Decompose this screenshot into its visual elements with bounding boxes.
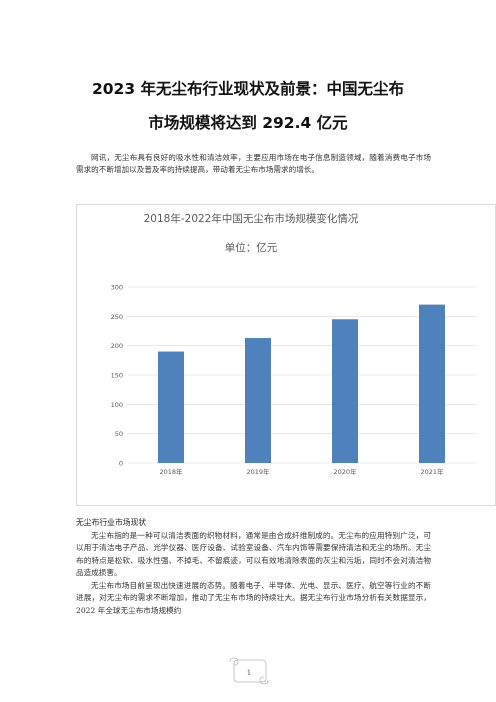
chart-title: 2018年-2022年中国无尘布市场规模变化情况	[143, 213, 359, 225]
page-title-line1: 2023 年无尘布行业现状及前景：中国无尘布	[91, 80, 405, 98]
page-title-line2: 市场规模将达到 292.4 亿元	[148, 114, 348, 132]
body-paragraph-2: 无尘布市场目前呈现出快速进展的态势。随着电子、半导体、光电、显示、医疗、航空等行…	[76, 581, 431, 615]
bar	[158, 351, 184, 463]
y-tick-label: 250	[111, 313, 123, 321]
bar-chart: 2018年-2022年中国无尘布市场规模变化情况 单位：亿元 0 50 100 150…	[76, 204, 496, 506]
y-tick-label: 100	[111, 401, 123, 409]
x-tick-label: 2019年	[246, 467, 270, 476]
scroll-ornament-icon	[229, 657, 269, 685]
y-tick-label: 150	[111, 372, 123, 380]
bar	[332, 319, 358, 463]
y-tick-label: 200	[111, 342, 123, 350]
chart-plot: 0 50 100 150 200 250 300 2018年 2019年 2020年 2021年	[111, 284, 477, 476]
y-tick-label: 300	[111, 284, 123, 292]
body-paragraph-1: 无尘布指的是一种可以清洁表面的织物材料，通常是由合成纤维制成的。无尘布的应用特别…	[76, 531, 431, 577]
x-tick-label: 2021年	[420, 467, 444, 476]
intro-paragraph: 网讯，无尘布具有良好的吸水性和清洁效率，主要应用市场在电子信息制造领域，随着消费…	[76, 153, 431, 175]
y-tick-label: 50	[115, 430, 123, 438]
chart-subtitle: 单位：亿元	[224, 242, 278, 254]
x-tick-label: 2020年	[333, 467, 357, 476]
y-tick-label: 0	[119, 460, 123, 468]
page-number: 1	[246, 669, 252, 677]
x-tick-label: 2018年	[159, 467, 183, 476]
bar	[245, 338, 271, 463]
bar	[419, 304, 445, 463]
section-heading: 无尘布行业市场现状	[76, 518, 147, 527]
